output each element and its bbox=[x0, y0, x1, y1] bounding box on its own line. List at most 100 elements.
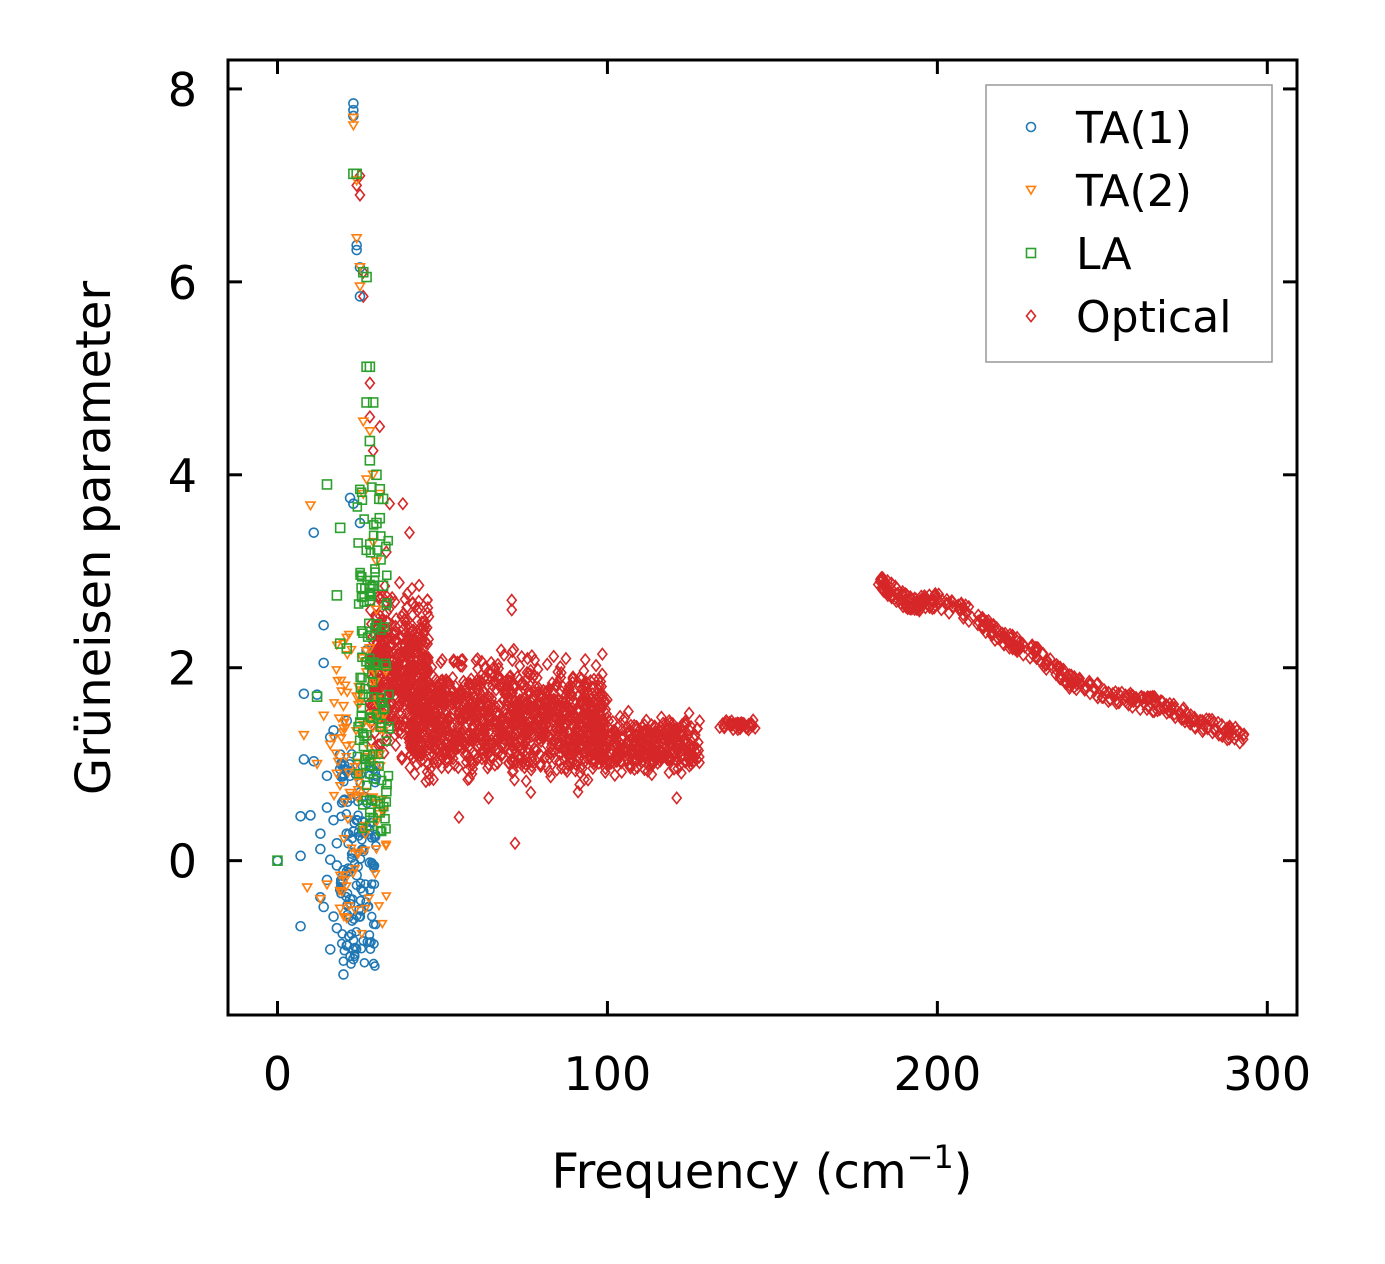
data-point-ta-1- bbox=[341, 940, 353, 951]
data-point-ta-1- bbox=[331, 837, 343, 849]
data-point-ta-2- bbox=[380, 840, 392, 850]
data-point-optical bbox=[523, 725, 535, 740]
data-point-optical bbox=[506, 765, 518, 780]
data-point-optical bbox=[407, 596, 419, 611]
data-point-optical bbox=[357, 289, 369, 304]
data-point-optical bbox=[427, 741, 439, 756]
data-point-optical bbox=[400, 619, 412, 634]
data-point-optical bbox=[401, 586, 413, 601]
data-point-optical bbox=[483, 757, 495, 772]
data-point-optical bbox=[508, 729, 520, 744]
data-point-optical bbox=[399, 626, 411, 641]
data-point-ta-2- bbox=[367, 724, 379, 734]
data-point-ta-2- bbox=[351, 758, 363, 768]
data-point-optical bbox=[544, 750, 556, 765]
data-point-ta-2- bbox=[357, 417, 370, 428]
data-point-ta-1- bbox=[298, 688, 310, 700]
data-point-la bbox=[375, 722, 385, 732]
data-point-optical bbox=[374, 419, 386, 434]
data-point-optical bbox=[963, 614, 975, 629]
data-point-optical bbox=[541, 696, 553, 711]
data-point-optical bbox=[1099, 685, 1111, 700]
data-point-optical bbox=[671, 791, 683, 805]
data-point-ta-1- bbox=[331, 922, 343, 934]
data-point-optical bbox=[877, 572, 889, 586]
data-point-optical bbox=[545, 769, 557, 784]
data-point-optical bbox=[512, 704, 524, 718]
data-point-ta-2- bbox=[328, 734, 340, 744]
data-point-optical bbox=[495, 730, 507, 745]
data-point-optical bbox=[1059, 666, 1071, 681]
data-point-optical bbox=[889, 579, 901, 594]
data-point-optical bbox=[389, 595, 401, 609]
data-point-optical bbox=[517, 741, 529, 756]
data-point-optical bbox=[403, 525, 415, 540]
data-point-optical bbox=[531, 670, 543, 685]
data-point-la bbox=[365, 547, 376, 558]
data-point-la bbox=[376, 692, 386, 703]
data-point-optical bbox=[690, 745, 703, 760]
data-point-optical bbox=[427, 735, 439, 749]
data-point-optical bbox=[675, 766, 687, 780]
data-point-ta-1- bbox=[348, 953, 359, 965]
data-point-la bbox=[381, 785, 392, 797]
data-point-ta-1- bbox=[338, 969, 349, 980]
data-point-optical bbox=[1011, 644, 1023, 659]
data-point-optical bbox=[490, 682, 502, 697]
data-point-optical bbox=[552, 731, 564, 746]
data-point-optical bbox=[420, 636, 432, 650]
data-point-optical bbox=[445, 738, 457, 753]
y-tick-label: 0 bbox=[168, 835, 197, 889]
data-point-ta-2- bbox=[370, 845, 382, 855]
data-point-optical bbox=[421, 593, 433, 608]
data-point-ta-1- bbox=[345, 951, 355, 962]
data-point-ta-2- bbox=[332, 757, 344, 767]
data-point-optical bbox=[576, 733, 588, 748]
data-point-la bbox=[376, 555, 386, 565]
data-point-optical bbox=[407, 681, 419, 695]
data-point-optical bbox=[466, 701, 478, 716]
data-point-optical bbox=[389, 619, 401, 634]
data-point-optical bbox=[503, 756, 515, 770]
data-point-ta-2- bbox=[363, 894, 375, 904]
data-point-optical bbox=[1057, 662, 1070, 677]
data-point-optical bbox=[680, 736, 692, 750]
data-point-optical bbox=[727, 722, 739, 737]
data-point-la bbox=[381, 736, 392, 746]
data-point-optical bbox=[465, 672, 477, 687]
data-point-ta-2- bbox=[336, 734, 347, 744]
data-point-optical bbox=[1141, 689, 1154, 704]
data-point-optical bbox=[587, 739, 599, 754]
data-point-optical bbox=[594, 735, 606, 749]
data-point-optical bbox=[506, 644, 518, 659]
data-point-optical bbox=[936, 593, 948, 607]
data-point-ta-1- bbox=[321, 802, 333, 813]
data-point-ta-1- bbox=[324, 854, 336, 865]
data-point-optical bbox=[436, 652, 448, 667]
data-point-ta-2- bbox=[331, 666, 342, 676]
data-point-optical bbox=[609, 768, 621, 783]
data-point-la bbox=[361, 271, 372, 283]
data-point-optical bbox=[427, 700, 439, 714]
data-point-optical bbox=[401, 647, 413, 662]
data-point-optical bbox=[546, 714, 558, 729]
data-point-ta-1- bbox=[308, 527, 320, 538]
data-point-la bbox=[359, 514, 369, 524]
data-point-ta-2- bbox=[328, 791, 340, 802]
data-point-la bbox=[364, 435, 376, 447]
data-point-optical bbox=[384, 496, 396, 511]
data-point-optical bbox=[534, 757, 547, 771]
data-point-ta-2- bbox=[338, 871, 350, 881]
data-point-optical bbox=[374, 590, 386, 605]
data-point-optical bbox=[428, 711, 440, 726]
data-point-ta-1- bbox=[368, 919, 379, 930]
data-point-la bbox=[384, 724, 395, 734]
data-point-optical bbox=[590, 731, 602, 746]
data-point-ta-2- bbox=[297, 730, 310, 741]
data-point-optical bbox=[555, 665, 567, 680]
data-point-la bbox=[354, 717, 365, 727]
data-point-la bbox=[374, 761, 384, 771]
data-point-ta-2- bbox=[321, 880, 333, 891]
data-point-ta-2- bbox=[340, 723, 352, 733]
